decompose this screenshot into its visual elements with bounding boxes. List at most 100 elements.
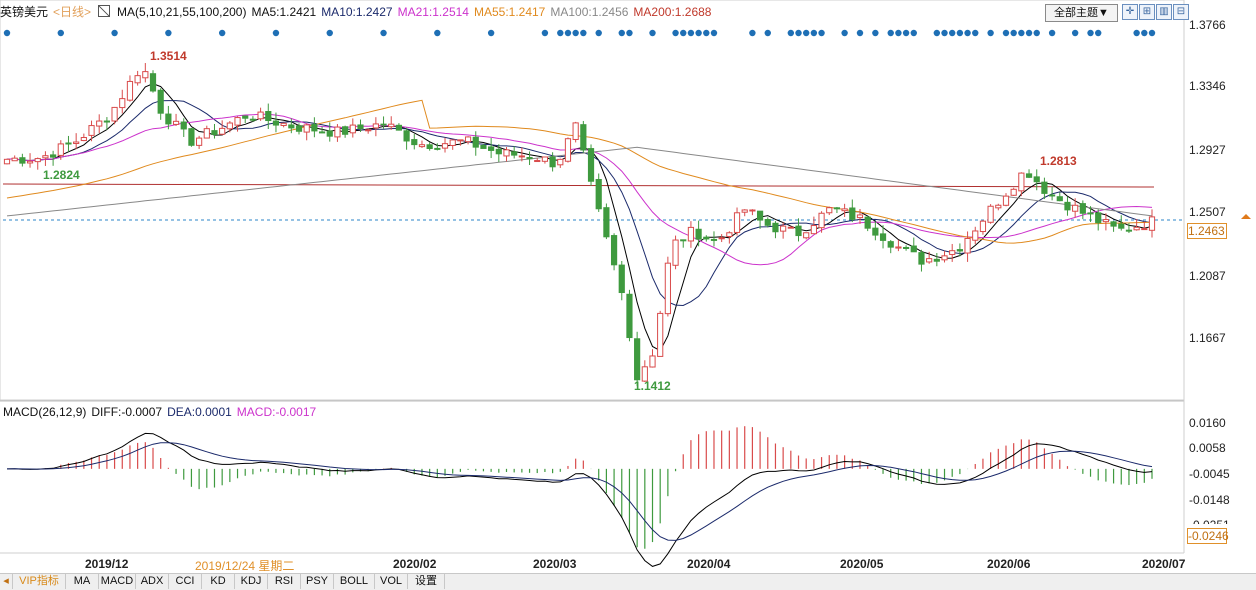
candle [342,126,349,135]
tab-ma[interactable]: MA [66,574,99,589]
tab-psy[interactable]: PSY [301,574,334,589]
candle [211,130,218,135]
candle [1110,221,1117,227]
candle [726,232,733,237]
signal-marker [557,29,564,37]
candle [103,120,110,123]
candles [3,63,1156,386]
signal-marker [695,29,702,37]
chart-header: 英镑美元 <日线> MA(5,10,21,55,100,200) MA5:1.2421… [0,3,716,21]
candle [949,250,956,255]
candle [972,230,979,241]
candle [1102,219,1109,223]
tab-kd[interactable]: KD [202,574,235,589]
tab-settings[interactable]: 设置 [408,574,445,589]
candle [564,138,572,162]
candle [1125,229,1133,232]
candle [664,262,671,315]
candle [672,239,679,266]
candle [172,120,180,125]
annotation-low: 1.1412 [634,379,671,393]
candle [787,226,794,229]
candle [749,209,756,212]
candle [318,131,326,134]
signal-marker [841,29,848,37]
signal-marker [595,29,602,37]
date-label: 2020/07 [1142,557,1186,571]
candle [926,258,933,263]
signal-marker [1048,29,1056,37]
candle [457,139,464,142]
tab-scroll-left[interactable]: ◂ [0,574,13,589]
signal-marker [887,29,894,37]
tab-kdj[interactable]: KDJ [235,574,268,589]
candle [1010,188,1017,196]
candle [73,141,80,144]
candle [495,148,502,155]
signal-marker [649,29,656,37]
tab-macd[interactable]: MACD [99,574,136,589]
signal-marker [57,29,64,37]
candle [219,127,226,135]
candle [357,124,364,130]
candle [741,209,748,213]
candle [472,136,479,148]
candle [1018,172,1025,192]
candle [795,225,802,237]
candle [480,144,487,149]
macd-axis-label: -0.0045 [1189,467,1230,481]
candle [879,233,887,241]
tab-cci[interactable]: CCI [169,574,202,589]
candle [119,98,126,109]
candle [572,122,579,140]
tab-vip-indicator[interactable]: VIP指标 [13,574,66,589]
candle [365,129,372,132]
tab-rsi[interactable]: RSI [268,574,301,589]
period-selector[interactable]: <日线> [53,5,92,19]
signal-marker [1133,29,1140,37]
macd-current-tag: -0.0246 [1187,528,1229,544]
tab-vol[interactable]: VOL [375,574,408,589]
signal-marker [802,29,810,37]
tab-boll[interactable]: BOLL [334,574,375,589]
candle [111,106,118,122]
candle [534,160,541,163]
zoom-in-icon[interactable]: ⊞ [1139,4,1155,20]
signal-marker [564,29,572,37]
signal-marker [818,29,825,37]
candle [50,154,57,158]
macd-title: MACD(26,12,9) [3,405,87,419]
candle [772,222,779,233]
candle [687,226,695,242]
candle [188,128,195,146]
maximize-icon[interactable]: ⊟ [1173,4,1189,20]
candle [326,130,333,137]
candle [1064,201,1071,211]
signal-marker [703,29,710,37]
candle [918,252,925,265]
ma100-line [6,146,1153,217]
candle [956,249,963,252]
ma5-value: MA5:1.2421 [251,5,317,19]
macd-value: MACD:-0.0017 [236,405,317,419]
layout-icon[interactable]: ▥ [1156,4,1172,20]
candle [1033,176,1040,183]
candle [541,156,549,162]
date-label: 2020/03 [533,557,577,571]
symbol-label: 英镑美元 [0,5,49,19]
current-price-tag: 1.2463 [1187,223,1227,239]
moving-averages [6,83,1153,352]
candle [856,214,864,219]
ma-settings-icon[interactable] [98,5,111,17]
tab-adx[interactable]: ADX [136,574,169,589]
candle [42,155,49,159]
candle [964,237,971,254]
price-chart[interactable]: 1.3514 1.2824 1.1412 1.2813 [0,0,1256,573]
price-axis-label: 1.2507 [1189,205,1226,219]
candle [557,158,564,166]
ma200-value: MA200:1.2688 [633,5,712,19]
crosshair-icon[interactable]: ✛ [1122,4,1138,20]
theme-select-button[interactable]: 全部主题▼ [1045,4,1118,22]
candle [703,236,710,240]
candle [595,178,602,210]
